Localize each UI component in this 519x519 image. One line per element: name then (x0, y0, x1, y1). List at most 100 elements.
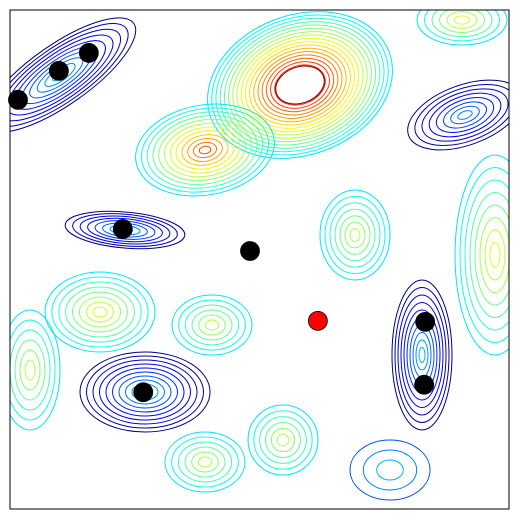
contour-line (400, 302, 444, 408)
contour-line (261, 54, 339, 116)
point (415, 311, 436, 332)
contour-line (187, 138, 223, 162)
contour-line (178, 299, 246, 351)
contour-line (197, 456, 213, 468)
contour-line (58, 281, 142, 343)
contour-line (446, 11, 478, 29)
contour-line (319, 189, 391, 281)
contour-line (259, 416, 307, 464)
contour-line (415, 339, 429, 371)
contour-line (265, 422, 301, 458)
point (307, 310, 328, 331)
contour-line (265, 57, 335, 113)
contour-line (276, 433, 290, 447)
contour-line (391, 279, 453, 431)
contour-line (10, 34, 114, 116)
contour-line (86, 355, 204, 429)
contour-line (376, 459, 404, 481)
point (240, 241, 260, 261)
contour-line (349, 439, 431, 501)
contour-line (215, 17, 385, 153)
contour-line (10, 319, 56, 421)
contour-line (240, 37, 360, 133)
contour-line (450, 105, 480, 125)
contour-line (407, 79, 509, 151)
contour-line (394, 287, 450, 423)
contour-line (211, 14, 389, 156)
contour-line (274, 64, 326, 106)
contour-line (171, 436, 239, 488)
contour-line (191, 451, 219, 473)
point (133, 382, 154, 403)
contour-line (223, 24, 377, 146)
contour-line (135, 103, 275, 197)
contour-line (479, 217, 509, 293)
contour-line (78, 296, 122, 328)
contour-line (439, 10, 485, 33)
contour-line (85, 301, 115, 323)
contour-line (454, 15, 470, 25)
contour-line (158, 118, 252, 182)
contour-line (177, 441, 233, 483)
contour-line (64, 210, 186, 250)
contour-line (24, 359, 36, 381)
contour-line (184, 446, 226, 478)
contour-line (191, 309, 233, 341)
contour-line (79, 351, 211, 433)
contour-line (249, 44, 351, 126)
contour-line (489, 242, 501, 268)
contour-line (10, 17, 137, 133)
contour-line (140, 107, 270, 193)
contour-line (19, 349, 41, 391)
contour-line (92, 306, 108, 318)
contour-line (435, 97, 495, 133)
contour-line (204, 319, 220, 331)
contour-line (198, 145, 212, 155)
contour-core (275, 65, 325, 105)
contour-line (414, 83, 509, 147)
contour-line (192, 141, 218, 159)
contour-line (79, 215, 171, 245)
contour-line (270, 61, 330, 109)
contour-line (403, 309, 441, 401)
contour-line (424, 10, 500, 42)
contour-line (65, 286, 135, 338)
contour-line (257, 51, 343, 119)
contour-line (10, 23, 129, 127)
contour-line (219, 21, 381, 149)
contour-line (324, 195, 386, 275)
contour-line (397, 294, 447, 416)
contour-line (72, 213, 178, 247)
contour-line (464, 179, 509, 331)
contour-line (344, 221, 366, 249)
contour-line (232, 31, 368, 139)
contour-line (454, 154, 509, 356)
contour-line (469, 192, 509, 318)
contour-line (484, 229, 506, 281)
contour-line (164, 122, 246, 178)
contour-line (164, 431, 246, 493)
contour-line (87, 217, 163, 243)
contour-line (105, 367, 185, 417)
point (414, 374, 435, 395)
plot-frame (9, 9, 510, 510)
contour-line (171, 294, 253, 356)
contour-line (247, 404, 319, 476)
contour-line (270, 427, 296, 453)
contour-line (10, 309, 61, 431)
contour-line (339, 215, 371, 255)
contour-line (181, 134, 229, 166)
contour-line (125, 379, 165, 405)
contour-line (44, 271, 156, 353)
point (49, 60, 69, 81)
contour-line (329, 202, 381, 268)
contour-line (175, 130, 235, 170)
contour-line (14, 339, 46, 401)
contour-line (416, 10, 508, 46)
contour-field (10, 10, 509, 501)
contour-line (457, 110, 473, 120)
contour-line (146, 111, 264, 189)
contour-line (51, 276, 149, 348)
contour-line (362, 449, 418, 491)
